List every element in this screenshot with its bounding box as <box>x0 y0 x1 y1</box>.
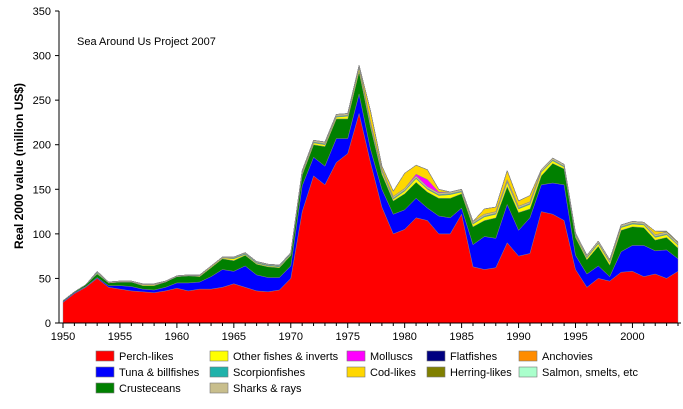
legend-swatch-crusteceans <box>95 382 115 394</box>
chart-title: Sea Around Us Project 2007 <box>77 36 216 48</box>
legend-swatch-salmon-smelts-etc <box>518 366 538 378</box>
legend-label-other-fishes-and-inverts: Other fishes & inverts <box>233 351 339 363</box>
legend-swatch-perch-likes <box>95 350 115 362</box>
x-tick-label: 2000 <box>620 331 644 343</box>
legend-label-flatfishes: Flatfishes <box>450 351 498 363</box>
x-tick-label: 1990 <box>506 331 530 343</box>
y-tick-label: 350 <box>33 6 51 18</box>
legend-swatch-scorpionfishes <box>209 366 229 378</box>
area-salmon-smelts-etc <box>62 65 679 301</box>
y-tick-label: 0 <box>45 318 51 330</box>
x-tick-label: 1995 <box>563 331 587 343</box>
y-tick-label: 300 <box>33 51 51 63</box>
legend-swatch-flatfishes <box>426 350 446 362</box>
legend-swatch-herring-likes <box>426 366 446 378</box>
legend-swatch-cod-likes <box>346 366 366 378</box>
y-tick-label: 100 <box>33 229 51 241</box>
x-tick-label: 1965 <box>222 331 246 343</box>
legend-label-crusteceans: Crusteceans <box>119 383 181 395</box>
x-tick-label: 1975 <box>335 331 359 343</box>
legend-label-anchovies: Anchovies <box>542 351 593 363</box>
x-tick-label: 1970 <box>279 331 303 343</box>
y-tick-labels: 0 50 100 150 200 250 300 350 <box>33 6 59 330</box>
x-tick-label: 1960 <box>165 331 189 343</box>
y-tick-label: 50 <box>39 273 51 285</box>
legend-label-perch-likes: Perch-likes <box>119 351 174 363</box>
legend-label-sharks-and-rays: Sharks & rays <box>233 383 302 395</box>
y-tick-label: 200 <box>33 140 51 152</box>
legend-label-molluscs: Molluscs <box>370 351 413 363</box>
legend: Perch-likes Other fishes & inverts Mollusc… <box>95 350 638 395</box>
legend-swatch-other-fishes-and-inverts <box>209 350 229 362</box>
legend-swatch-sharks-and-rays <box>209 382 229 394</box>
x-tick-label: 1985 <box>449 331 473 343</box>
legend-label-tuna-and-billfishes: Tuna & billfishes <box>119 367 200 379</box>
legend-label-scorpionfishes: Scorpionfishes <box>233 367 306 379</box>
x-tick-label: 1950 <box>51 331 75 343</box>
legend-label-herring-likes: Herring-likes <box>450 367 512 379</box>
x-tick-label: 1980 <box>392 331 416 343</box>
legend-label-salmon-smelts-etc: Salmon, smelts, etc <box>542 367 638 379</box>
legend-swatch-anchovies <box>518 350 538 362</box>
y-axis-label: Real 2000 value (million US$) <box>12 83 26 249</box>
y-tick-label: 150 <box>33 184 51 196</box>
x-tick-label: 1955 <box>108 331 132 343</box>
y-tick-label: 250 <box>33 95 51 107</box>
chart-areas <box>62 65 679 324</box>
legend-swatch-tuna-and-billfishes <box>95 366 115 378</box>
x-tick-labels: 1950 1955 1960 1965 1970 1975 1980 1985 1990 1995… <box>51 323 679 343</box>
legend-label-cod-likes: Cod-likes <box>370 367 416 379</box>
legend-swatch-molluscs <box>346 350 366 362</box>
